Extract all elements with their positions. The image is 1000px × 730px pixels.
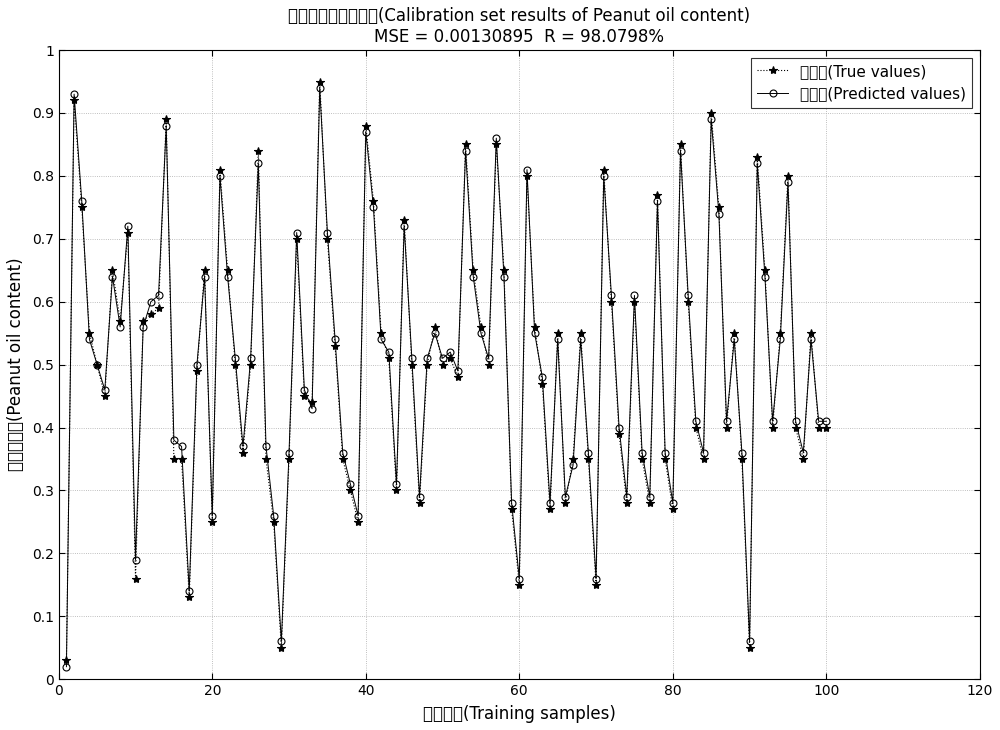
Title: 校正集花生油的浓度(Calibration set results of Peanut oil content)
MSE = 0.00130895  R = 9: 校正集花生油的浓度(Calibration set results of Pea… [288,7,750,46]
预测值(Predicted values) [206,511,218,520]
预测值(Predicted values) [460,147,472,155]
预测值(Predicted values) [820,417,832,426]
真实值(True values) [206,518,218,526]
Y-axis label: 花生油浓度(Peanut oil content): 花生油浓度(Peanut oil content) [7,258,25,472]
预测值(Predicted values) [790,417,802,426]
预测值(Predicted values) [521,165,533,174]
预测值(Predicted values) [237,442,249,451]
X-axis label: 训练样本(Training samples): 训练样本(Training samples) [423,705,616,723]
Line: 真实值(True values): 真实值(True values) [62,77,831,664]
Legend: 真实值(True values), 预测值(Predicted values): 真实值(True values), 预测值(Predicted values) [751,58,972,107]
预测值(Predicted values) [60,662,72,671]
真实值(True values) [314,77,326,86]
真实值(True values) [820,423,832,432]
预测值(Predicted values) [314,83,326,92]
真实值(True values) [790,423,802,432]
真实值(True values) [237,448,249,457]
预测值(Predicted values) [767,417,779,426]
Line: 预测值(Predicted values): 预测值(Predicted values) [63,85,830,670]
真实值(True values) [60,656,72,665]
真实值(True values) [460,140,472,149]
真实值(True values) [767,423,779,432]
真实值(True values) [521,172,533,180]
